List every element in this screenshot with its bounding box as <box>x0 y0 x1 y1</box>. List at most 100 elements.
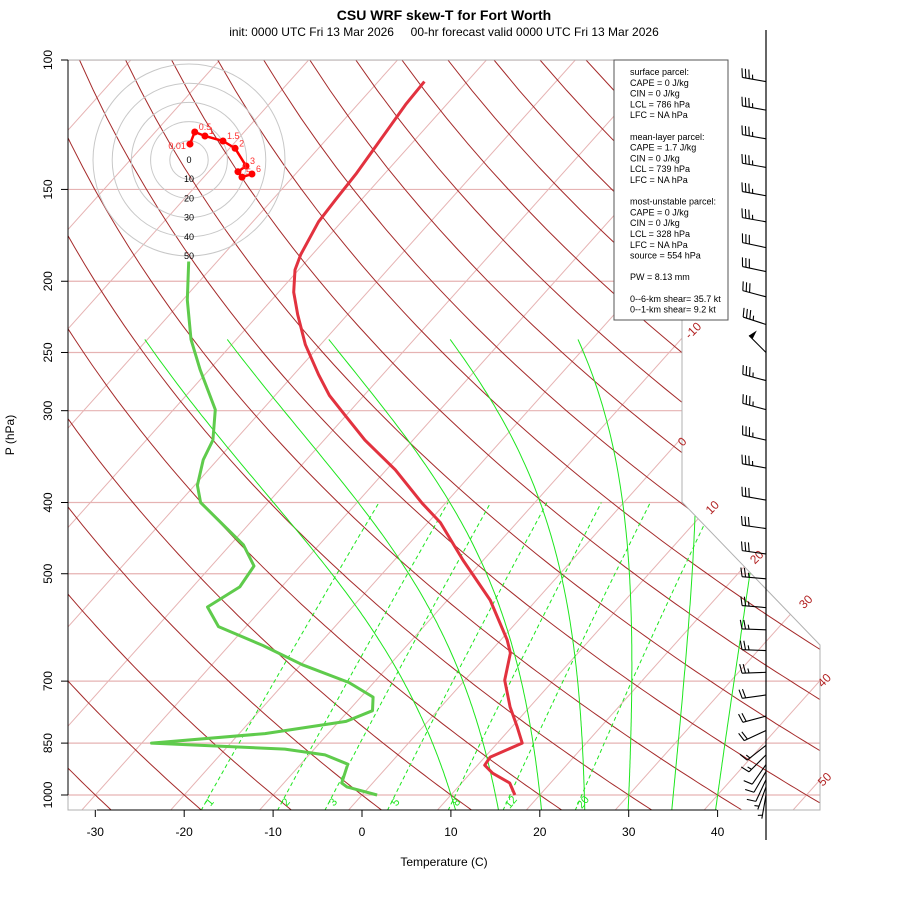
isotherm-line <box>778 60 820 810</box>
wind-barb <box>739 640 767 652</box>
wind-barb-staff <box>742 290 767 298</box>
dewpoint-profile-line <box>150 261 378 797</box>
wind-barb-full-tick <box>739 619 743 630</box>
wind-barb-half-tick <box>747 645 750 651</box>
wind-barb <box>738 688 767 699</box>
info-line: CAPE = 0 J/kg <box>630 78 689 88</box>
wind-barb-staff <box>753 771 767 793</box>
wind-barb-half-tick <box>747 766 752 770</box>
wind-barb <box>740 541 767 555</box>
mixing-ratio-line <box>447 502 602 810</box>
info-line: mean-layer parcel: <box>630 132 705 142</box>
isotherm-line <box>601 60 820 810</box>
wind-barb-half-tick <box>754 805 760 807</box>
wind-barb-full-tick <box>741 688 747 699</box>
mixing-ratio-line <box>386 502 548 810</box>
moist-adiabat-line <box>715 339 780 810</box>
mixing-ratio-line <box>502 502 651 810</box>
info-line: 0--6-km shear= 35.7 kt <box>630 294 721 304</box>
wind-barb <box>739 664 767 674</box>
info-line: CIN = 0 J/kg <box>630 89 680 99</box>
y-tick-label: 400 <box>41 492 55 512</box>
wind-barb-full-tick <box>743 640 747 650</box>
isotherm-line <box>68 60 487 810</box>
wind-barb-pennant <box>749 330 757 340</box>
wind-barb-staff <box>742 524 767 530</box>
wind-barb-full-tick <box>740 596 743 606</box>
wind-barb <box>742 365 767 382</box>
info-line: LFC = NA hPa <box>630 175 688 185</box>
y-axis-label: P (hPa) <box>3 415 17 455</box>
isotherm-line <box>156 60 820 810</box>
dry-adiabat-line <box>309 60 820 810</box>
hodograph-point-label: 5 <box>246 167 251 177</box>
plot-area <box>68 60 820 810</box>
mixing-ratio-label: 2 <box>280 796 293 808</box>
info-line: source = 554 hPa <box>630 251 701 261</box>
wind-barb-staff <box>755 779 767 802</box>
isotherm-line <box>68 60 309 810</box>
wind-barb-staff <box>742 402 767 411</box>
wind-barb-full-tick <box>738 732 745 741</box>
wind-barb-staff <box>742 434 767 441</box>
dry-adiabat-line <box>68 60 129 810</box>
wind-barb <box>742 425 767 441</box>
info-line: CAPE = 0 J/kg <box>630 207 689 217</box>
wind-barb-staff <box>741 649 767 652</box>
isotherm-label: 40 <box>815 670 835 690</box>
x-tick-label: 20 <box>533 825 547 839</box>
wind-barb-half-tick <box>747 601 750 607</box>
x-tick-label: 10 <box>444 825 458 839</box>
isotherm-label: 20 <box>747 547 767 567</box>
wind-barb-staff <box>742 715 767 723</box>
info-line: LFC = NA hPa <box>630 110 688 120</box>
wind-barb-full-tick <box>740 515 743 526</box>
hodograph-point <box>219 137 227 145</box>
isotherm-line <box>68 60 665 810</box>
wind-barb-staff <box>742 162 767 168</box>
x-tick-label: -30 <box>87 825 105 839</box>
wind-barb <box>745 771 767 793</box>
wind-barb-full-tick <box>741 731 748 740</box>
wind-barb-staff <box>741 628 767 631</box>
hodograph-point <box>242 162 250 170</box>
wind-barb <box>742 281 767 298</box>
wind-barb <box>740 596 767 609</box>
dry-adiabat-line <box>723 60 820 810</box>
hodograph-ring-label: 30 <box>184 213 194 223</box>
hodograph-ring-label: 10 <box>184 174 194 184</box>
wind-barb <box>748 330 767 353</box>
x-tick-label: 30 <box>622 825 636 839</box>
wind-barb-full-tick <box>746 798 756 802</box>
isotherm-line <box>690 60 820 810</box>
mixing-ratio-line <box>574 502 716 810</box>
wind-barb <box>740 754 767 773</box>
wind-barb-staff <box>742 495 767 501</box>
x-tick-label: -20 <box>176 825 194 839</box>
wind-barb-staff <box>742 463 767 469</box>
dry-adiabat-line <box>79 60 820 810</box>
wind-barb-full-tick <box>740 567 743 577</box>
y-tick-label: 700 <box>41 671 55 691</box>
isotherm-line <box>68 60 398 810</box>
dry-adiabat-line <box>171 60 820 810</box>
wind-barb-full-tick <box>743 567 747 578</box>
wind-barb-staff <box>757 786 767 810</box>
wind-barb <box>739 619 767 631</box>
hodograph-ring-label: 0 <box>186 155 191 165</box>
isotherm-label: 10 <box>703 498 723 518</box>
hodograph-point <box>238 173 246 181</box>
hodograph-ring <box>150 121 228 199</box>
hodograph-point-label: 0.5 <box>199 122 212 132</box>
dry-adiabat-line <box>263 60 820 810</box>
wind-barb-full-tick <box>745 788 755 793</box>
isotherm-line <box>68 60 576 810</box>
info-line: surface parcel: <box>630 67 689 77</box>
info-line: PW = 8.13 mm <box>630 272 690 282</box>
wind-barb-staff <box>742 191 767 197</box>
moist-adiabat-line <box>449 339 586 810</box>
wind-barb <box>746 779 767 802</box>
wind-barb-staff <box>742 576 767 580</box>
wind-barb-full-tick <box>739 753 748 761</box>
